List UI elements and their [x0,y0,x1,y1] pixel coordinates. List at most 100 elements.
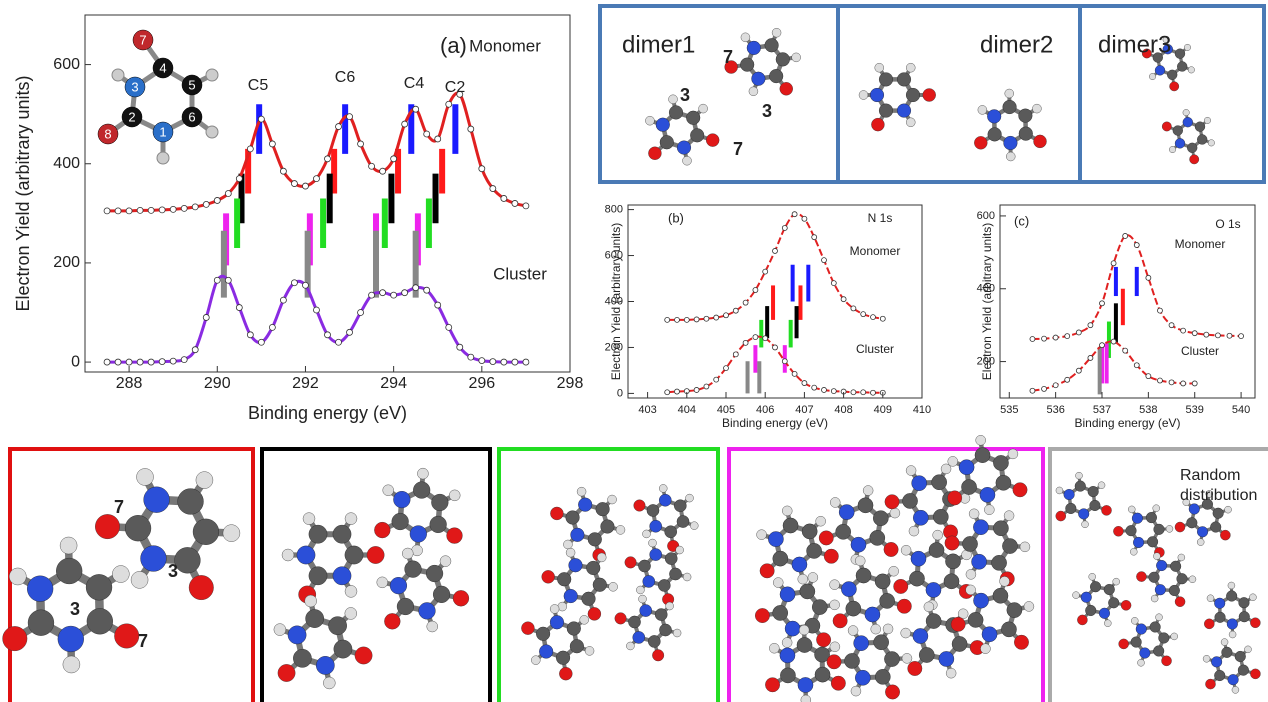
atom [418,602,436,620]
data-point [693,387,700,393]
atom [945,667,957,679]
monomer-label: Monomer [850,244,901,258]
data-point [434,301,442,309]
data-point [235,175,243,183]
atom [826,654,842,670]
atom [1174,48,1186,59]
atom [862,485,874,496]
atom [858,90,869,100]
fit-curve [107,274,526,364]
atom [1221,646,1233,658]
hydrogen [205,68,219,82]
atom [847,625,859,636]
atom [1194,121,1206,132]
atom [869,530,886,546]
atom [933,509,949,525]
atom [781,637,793,648]
data-point [368,162,375,170]
atom [521,621,535,635]
atom [570,527,585,542]
atom [433,585,451,603]
atom [797,573,808,585]
data-point [224,190,232,197]
atom [1205,678,1216,690]
data-point [1191,330,1198,337]
atom [1187,66,1195,74]
atom [121,106,143,128]
random-label: Random distribution [1180,467,1258,504]
atom [1249,593,1257,601]
data-point [742,339,749,346]
molecule [541,547,618,621]
atom [686,110,701,125]
atom [296,545,316,565]
atom [1063,489,1075,501]
atom [907,661,923,676]
atom [536,626,551,641]
atom [797,677,814,693]
atom [1154,584,1166,596]
atom [195,471,214,489]
atom [576,486,587,497]
data-point [1029,336,1036,342]
atom [1006,151,1016,162]
atom [626,641,635,651]
data-point [1110,338,1117,345]
molecule [1141,36,1195,92]
atom [938,651,955,667]
atom [332,566,352,586]
y-axis-label: Electron Yield (arbitrary units) [13,75,33,311]
atom [1003,135,1018,151]
atom [152,121,174,143]
atom [565,510,580,525]
atom [1153,645,1165,657]
atom [979,487,996,503]
x-tick-label: 294 [380,375,407,392]
plot [664,211,886,396]
atom [302,512,316,525]
atom [293,648,312,668]
atom [900,545,912,556]
atom [940,463,952,475]
atom [429,515,447,533]
data-point [136,358,144,366]
atom [807,572,819,583]
atom [751,71,766,86]
atom [957,608,969,619]
atom [1156,560,1168,572]
y-tick-label: 400 [977,283,995,295]
data-point [821,387,827,393]
atom [796,637,813,653]
atom [332,524,352,544]
x-tick-label: 409 [874,404,892,416]
y-tick-label: 200 [53,254,80,271]
peak-label: C2 [445,79,466,96]
data-point [1145,373,1152,380]
atom [1182,117,1193,128]
data-point [713,314,720,321]
atom [1162,36,1170,44]
atom-label: 3 [168,561,178,581]
atom [1174,138,1186,149]
atom [740,57,755,72]
data-point [522,358,530,366]
data-point [268,323,276,331]
atom [354,646,373,665]
atom [1161,121,1172,132]
atom [1055,510,1067,522]
atom [682,572,692,582]
atom [784,620,801,637]
x-tick-label: 292 [292,375,319,392]
atom [86,608,113,635]
edge-label: N 1s [868,211,893,225]
atom [1130,548,1138,556]
data-point [125,207,133,215]
atom [1097,481,1106,489]
atom [748,86,759,96]
atom [864,606,881,623]
peak-label: C4 [404,75,425,92]
atom [1112,577,1120,586]
atom [987,127,1002,142]
data-point [830,280,837,287]
data-point [870,389,876,396]
